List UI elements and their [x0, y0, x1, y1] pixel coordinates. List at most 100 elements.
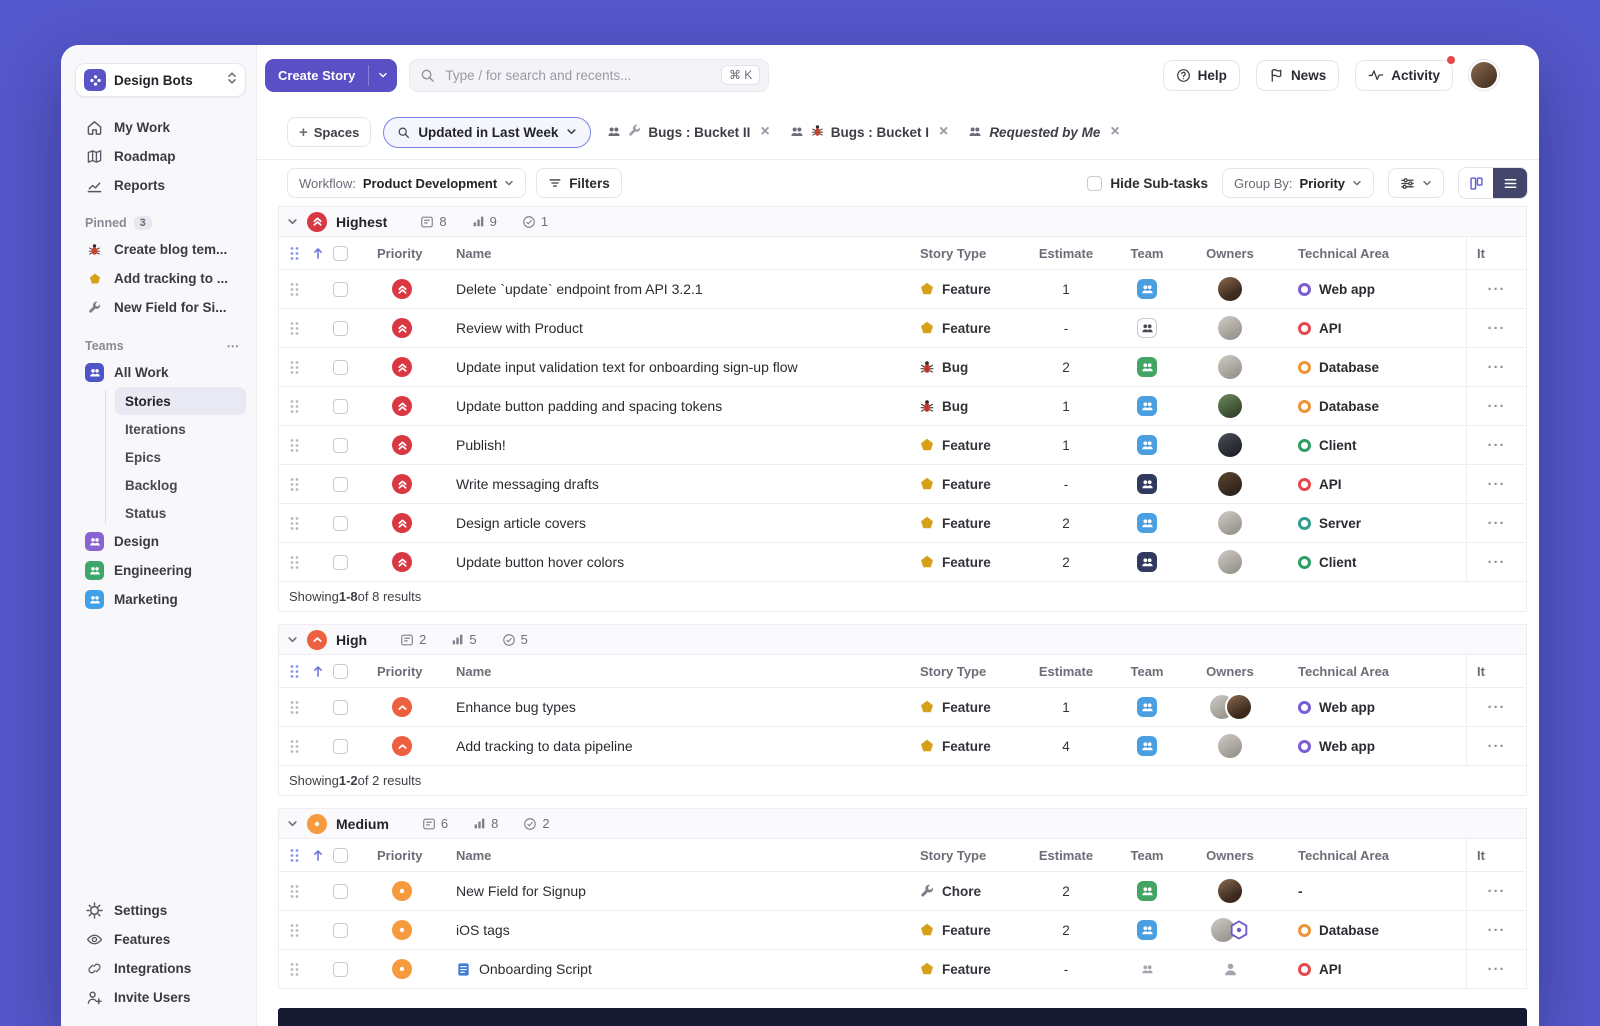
drag-handle-icon[interactable]	[290, 477, 299, 492]
row-menu-button[interactable]: ···	[1487, 280, 1506, 298]
saved-filter-updated-last-week[interactable]: Updated in Last Week	[383, 116, 592, 148]
sidebar-item-features[interactable]: Features	[75, 925, 246, 954]
news-button[interactable]: News	[1255, 59, 1340, 91]
story-name[interactable]: Add tracking to data pipeline	[456, 738, 633, 754]
collapse-group-button[interactable]	[287, 216, 298, 227]
row-checkbox[interactable]	[333, 961, 348, 977]
column-header-priority[interactable]: Priority	[377, 847, 423, 863]
story-name[interactable]: Write messaging drafts	[456, 476, 599, 492]
view-status[interactable]: Status	[125, 505, 167, 521]
story-name[interactable]: Update button padding and spacing tokens	[456, 398, 723, 414]
column-header-owners[interactable]: Owners	[1206, 663, 1254, 679]
drag-handle-icon[interactable]	[290, 246, 299, 261]
drag-handle-icon[interactable]	[290, 399, 299, 414]
filter-chip-bugs-bucket-2[interactable]: Bugs : Bucket II ×	[603, 124, 773, 140]
collapse-group-button[interactable]	[287, 818, 298, 829]
sort-ascending-icon[interactable]	[311, 849, 325, 862]
row-menu-button[interactable]: ···	[1487, 553, 1506, 571]
story-name[interactable]: Onboarding Script	[441, 961, 894, 977]
story-name[interactable]: Design article covers	[456, 515, 586, 531]
column-header-story-type[interactable]: Story Type	[920, 663, 987, 679]
column-header-estimate[interactable]: Estimate	[1038, 245, 1094, 261]
remove-filter-button[interactable]: ×	[760, 123, 770, 140]
board-view-button[interactable]	[1459, 168, 1493, 198]
row-menu-button[interactable]: ···	[1487, 921, 1506, 939]
workspace-switcher[interactable]: Design Bots	[75, 63, 246, 97]
column-header-name[interactable]: Name	[456, 847, 492, 863]
sidebar-team-engineering[interactable]: Engineering	[75, 556, 246, 585]
select-all-checkbox[interactable]	[333, 663, 348, 679]
row-checkbox[interactable]	[333, 281, 348, 297]
hide-subtasks-checkbox[interactable]	[1087, 175, 1103, 191]
view-stories[interactable]: Stories	[115, 387, 246, 415]
row-checkbox[interactable]	[333, 738, 348, 754]
row-checkbox[interactable]	[333, 554, 348, 570]
story-name[interactable]: Update button hover colors	[456, 554, 625, 570]
row-checkbox[interactable]	[333, 883, 348, 899]
row-menu-button[interactable]: ···	[1487, 358, 1506, 376]
list-view-button[interactable]	[1493, 168, 1527, 198]
display-options-button[interactable]	[1388, 168, 1444, 198]
story-name[interactable]: Enhance bug types	[456, 699, 576, 715]
pinned-item[interactable]: Add tracking to ...	[75, 264, 246, 293]
table-row[interactable]: Write messaging drafts Feature - API ···	[279, 465, 1526, 504]
help-button[interactable]: Help	[1162, 59, 1240, 91]
story-name[interactable]: iOS tags	[456, 922, 510, 938]
hide-subtasks-toggle[interactable]: Hide Sub-tasks	[1087, 175, 1208, 191]
table-row[interactable]: Add tracking to data pipeline Feature 4 …	[279, 727, 1526, 766]
column-header-priority[interactable]: Priority	[377, 663, 423, 679]
pinned-item[interactable]: New Field for Si...	[75, 293, 246, 322]
table-row[interactable]: Publish! Feature 1 Client ···	[279, 426, 1526, 465]
row-checkbox[interactable]	[333, 922, 348, 938]
column-header-iteration[interactable]: It	[1466, 839, 1526, 871]
sidebar-team-design[interactable]: Design	[75, 527, 246, 556]
drag-handle-icon[interactable]	[290, 923, 299, 938]
row-checkbox[interactable]	[333, 476, 348, 492]
table-row[interactable]: Review with Product Feature - API ···	[279, 309, 1526, 348]
drag-handle-icon[interactable]	[290, 438, 299, 453]
row-checkbox[interactable]	[333, 699, 348, 715]
story-name[interactable]: Update input validation text for onboard…	[456, 359, 798, 375]
row-menu-button[interactable]: ···	[1487, 475, 1506, 493]
drag-handle-icon[interactable]	[290, 739, 299, 754]
table-row[interactable]: Onboarding Script Feature - API ···	[279, 950, 1526, 989]
column-header-estimate[interactable]: Estimate	[1038, 847, 1094, 863]
row-checkbox[interactable]	[333, 437, 348, 453]
add-spaces-button[interactable]: + Spaces	[287, 117, 372, 147]
column-header-technical-area[interactable]: Technical Area	[1298, 663, 1390, 679]
row-menu-button[interactable]: ···	[1487, 436, 1506, 454]
create-story-dropdown-button[interactable]	[369, 59, 397, 92]
drag-handle-icon[interactable]	[290, 664, 299, 679]
filter-chip-bugs-bucket-1[interactable]: Bugs : Bucket I ×	[786, 124, 953, 140]
sort-ascending-icon[interactable]	[311, 247, 325, 260]
table-row[interactable]: Update button padding and spacing tokens…	[279, 387, 1526, 426]
remove-filter-button[interactable]: ×	[1110, 123, 1120, 140]
column-header-story-type[interactable]: Story Type	[920, 245, 987, 261]
row-menu-button[interactable]: ···	[1487, 514, 1506, 532]
row-menu-button[interactable]: ···	[1487, 698, 1506, 716]
table-row[interactable]: Delete `update` endpoint from API 3.2.1 …	[279, 270, 1526, 309]
column-header-team[interactable]: Team	[1130, 847, 1164, 863]
column-header-priority[interactable]: Priority	[377, 245, 423, 261]
pinned-item[interactable]: Create blog tem...	[75, 235, 246, 264]
drag-handle-icon[interactable]	[290, 700, 299, 715]
sidebar-team-all-work[interactable]: All Work	[75, 358, 246, 387]
sort-ascending-icon[interactable]	[311, 665, 325, 678]
row-menu-button[interactable]: ···	[1487, 882, 1506, 900]
column-header-owners[interactable]: Owners	[1206, 245, 1254, 261]
table-row[interactable]: New Field for Signup Chore 2 - ···	[279, 872, 1526, 911]
row-checkbox[interactable]	[333, 398, 348, 414]
remove-filter-button[interactable]: ×	[938, 123, 949, 140]
column-header-technical-area[interactable]: Technical Area	[1298, 245, 1390, 261]
sidebar-item-reports[interactable]: Reports	[75, 171, 246, 200]
drag-handle-icon[interactable]	[290, 884, 299, 899]
sidebar-item-integrations[interactable]: Integrations	[75, 954, 246, 983]
activity-button[interactable]: Activity	[1355, 59, 1453, 91]
view-iterations[interactable]: Iterations	[125, 421, 186, 437]
story-name[interactable]: Review with Product	[456, 320, 583, 336]
column-header-iteration[interactable]: It	[1466, 655, 1526, 687]
table-row[interactable]: Enhance bug types Feature 1 Web app ···	[279, 688, 1526, 727]
drag-handle-icon[interactable]	[290, 516, 299, 531]
row-checkbox[interactable]	[333, 359, 348, 375]
sidebar-item-my-work[interactable]: My Work	[75, 113, 246, 142]
